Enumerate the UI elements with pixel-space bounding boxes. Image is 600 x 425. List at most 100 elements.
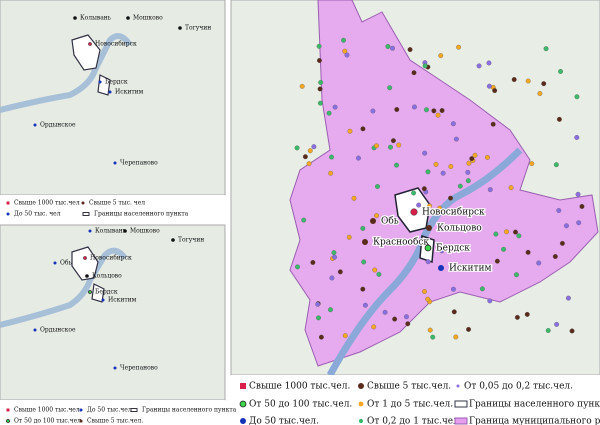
settlement-dot <box>494 258 500 264</box>
settlement-dot <box>559 240 565 246</box>
settlement-dot <box>356 155 361 161</box>
settlement-dot <box>351 195 357 201</box>
settlement-marker <box>171 238 175 242</box>
settlement-dot <box>316 43 322 49</box>
legend-label: Свыше 5 тыс.чел. <box>87 418 143 425</box>
legend-label: Свыше 1000 тыс.чел. <box>14 407 82 414</box>
legend-icon <box>362 239 368 245</box>
settlement-dot <box>342 333 348 339</box>
settlement-dot <box>513 229 518 235</box>
legend-label: Границы населенного пункта <box>94 211 189 218</box>
settlement-marker <box>178 26 182 30</box>
settlement-dot <box>332 254 337 260</box>
settlement-dot <box>405 321 411 327</box>
settlement-dot <box>524 311 530 317</box>
settlement-dot <box>448 195 454 201</box>
settlement-dot <box>525 78 531 84</box>
place-label: Мошково <box>130 228 160 235</box>
settlement-dot <box>411 104 417 110</box>
settlement-dot <box>374 143 379 149</box>
settlement-dot <box>516 233 522 239</box>
settlement-dot <box>316 58 322 63</box>
legend-icon <box>33 123 37 127</box>
legend-icon <box>53 261 57 265</box>
place-label: Искитим <box>449 264 492 274</box>
legend-label: От 50 до 100 тыс.чел. <box>14 418 83 425</box>
settlement-marker <box>85 274 89 278</box>
settlement-dot <box>421 186 427 192</box>
settlement-dot <box>487 298 493 304</box>
settlement-dot <box>388 144 393 150</box>
settlement-dot <box>328 170 334 176</box>
place-label: Колывань <box>80 15 112 22</box>
settlement-dot <box>375 184 380 189</box>
settlement-dot <box>576 220 582 226</box>
settlement-dot <box>390 138 396 144</box>
place-label: Тогучин <box>185 25 211 32</box>
settlement-marker <box>73 16 77 20</box>
settlement-dot <box>438 53 444 59</box>
place-label: Искитим <box>108 297 137 304</box>
legend-icon <box>438 265 444 271</box>
city-boundary <box>71 246 105 303</box>
place-label: Краснообск <box>373 237 429 248</box>
legend-label: Свыше 5 тыс. чел <box>89 200 145 207</box>
settlement-dot <box>425 296 431 302</box>
settlement-dot <box>453 334 459 340</box>
place-label: Бердск <box>105 79 128 86</box>
legend-icon <box>239 400 247 408</box>
river <box>0 33 133 113</box>
settlement-dot <box>451 309 457 315</box>
legend-label: Свыше 1000 тыс.чел. <box>249 382 350 392</box>
settlement-dot <box>331 250 337 256</box>
legend-icon <box>88 229 92 233</box>
settlement-dot <box>372 267 378 273</box>
settlement-dot <box>328 307 333 313</box>
settlement-dot <box>310 260 316 265</box>
legend-label: Границы населенного пункта <box>469 400 600 410</box>
settlement-dot <box>476 63 482 69</box>
settlement-dot <box>484 154 490 160</box>
place-label: Тогучин <box>178 237 204 244</box>
legend-icon <box>101 298 105 302</box>
settlement-dot <box>465 178 471 184</box>
settlement-dot <box>440 170 446 176</box>
legend-icon <box>83 256 87 260</box>
place-label: Обь <box>60 260 73 267</box>
settlement-dot <box>508 185 514 191</box>
place-label: Новосибирск <box>95 41 137 48</box>
settlement-dot <box>469 156 475 162</box>
settlement-dot <box>332 104 338 110</box>
settlement-dot <box>318 80 324 85</box>
settlement-dot <box>422 150 428 156</box>
place-label: Черепаново <box>120 365 158 372</box>
settlement-dot <box>427 327 433 333</box>
settlement-dot <box>456 207 462 213</box>
legend-icon <box>6 201 10 205</box>
settlement-dot <box>329 154 334 160</box>
legend-icon <box>6 212 10 216</box>
legend-label: Граница муниципального района <box>469 417 600 425</box>
legend-label: До 50 тыс.чел. <box>87 407 134 414</box>
settlement-dot <box>394 162 399 168</box>
settlement-dot <box>487 187 493 193</box>
settlement-dot <box>450 286 456 292</box>
legend-label: До 50 тыс. чел <box>14 211 61 218</box>
settlement-dot <box>513 272 519 278</box>
settlement-dot <box>574 135 580 140</box>
settlement-dot <box>466 326 471 332</box>
settlement-dot <box>347 128 353 134</box>
place-label: Новосибирск <box>90 255 132 262</box>
legend-icon <box>82 212 90 216</box>
settlement-dot <box>346 234 352 240</box>
settlement-dot <box>479 286 485 292</box>
river <box>0 247 128 328</box>
legend-icon <box>98 80 102 84</box>
settlement-dot <box>574 94 580 100</box>
settlement-dot <box>342 48 348 54</box>
legend-background <box>0 195 225 225</box>
settlement-dot <box>564 223 569 229</box>
settlement-dot <box>556 208 562 213</box>
legend-icon <box>88 42 92 46</box>
municipal-district <box>289 0 599 367</box>
